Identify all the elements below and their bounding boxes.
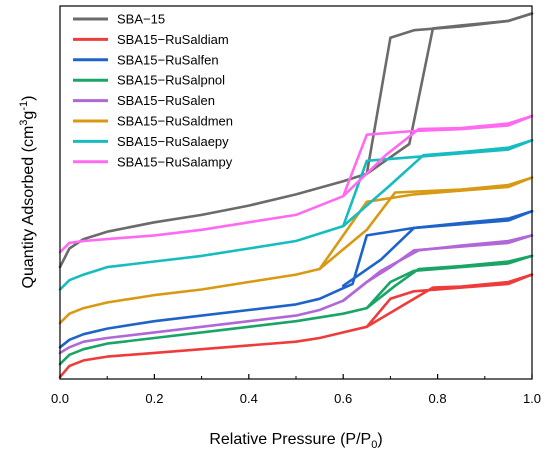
- x-axis-ticks: 0.0 0.2 0.4 0.6 0.8 1.0: [51, 374, 541, 406]
- series-sba15-rusalfen-desorption-line: [341, 209, 534, 288]
- series-sba15-rusaldiam-adsorption-line: [58, 273, 534, 379]
- series-sba15-rusalpnol-adsorption-line: [58, 254, 534, 366]
- legend: SBA−15 SBA15−RuSaldiam SBA15−RuSalfen SBA15…: [73, 12, 233, 169]
- series-sba-15: [58, 12, 534, 269]
- x-axis-title: Relative Pressure (P/P0): [209, 431, 382, 451]
- legend-label-sba-15: SBA−15: [117, 12, 165, 27]
- x-tick-label: 1.0: [523, 391, 541, 406]
- x-tick-label: 0.8: [429, 391, 447, 406]
- legend-label-sba15-rusalen: SBA15−RuSalen: [117, 93, 215, 108]
- series-sba15-rusalpnol: [58, 254, 534, 366]
- legend-label-sba15-rusalampy: SBA15−RuSalampy: [117, 154, 233, 169]
- series-sba15-rusaldmen: [58, 176, 534, 325]
- series-sba15-rusaldmen-adsorption-line: [58, 176, 534, 325]
- series-sba15-rusalaepy: [58, 139, 534, 291]
- series-sba15-rusaldiam-desorption-line: [365, 273, 534, 329]
- series-layer: [58, 12, 534, 379]
- series-sba15-rusalen-desorption-line: [341, 234, 534, 303]
- series-sba15-rusaldmen-desorption-line: [318, 176, 534, 271]
- series-sba-15-desorption-line: [365, 12, 534, 176]
- series-sba15-rusalfen-adsorption-line: [58, 209, 534, 349]
- x-tick-label: 0.2: [145, 391, 163, 406]
- x-tick-label: 0.4: [240, 391, 258, 406]
- series-sba15-rusalpnol-desorption-line: [365, 254, 534, 310]
- series-sba15-rusalampy: [58, 114, 534, 254]
- legend-label-sba15-rusalpnol: SBA15−RuSalpnol: [117, 73, 225, 88]
- legend-label-sba15-rusalaepy: SBA15−RuSalaepy: [117, 134, 229, 149]
- x-tick-label: 0.0: [51, 391, 69, 406]
- series-sba15-rusalen: [58, 234, 534, 355]
- y-axis-title: Quantity Adsorbed (cm3g-1): [18, 96, 37, 289]
- x-tick-label: 0.6: [334, 391, 352, 406]
- series-sba15-rusaldiam: [58, 273, 534, 379]
- series-sba15-rusalampy-desorption-line: [341, 114, 534, 198]
- legend-label-sba15-rusalfen: SBA15−RuSalfen: [117, 52, 219, 67]
- series-sba15-rusalfen: [58, 209, 534, 349]
- series-sba15-rusalampy-adsorption-line: [58, 114, 534, 254]
- series-sba15-rusalen-adsorption-line: [58, 234, 534, 355]
- legend-label-sba15-rusaldiam: SBA15−RuSaldiam: [117, 32, 229, 47]
- legend-label-sba15-rusaldmen: SBA15−RuSaldmen: [117, 114, 233, 129]
- series-sba15-rusalaepy-desorption-line: [341, 139, 534, 228]
